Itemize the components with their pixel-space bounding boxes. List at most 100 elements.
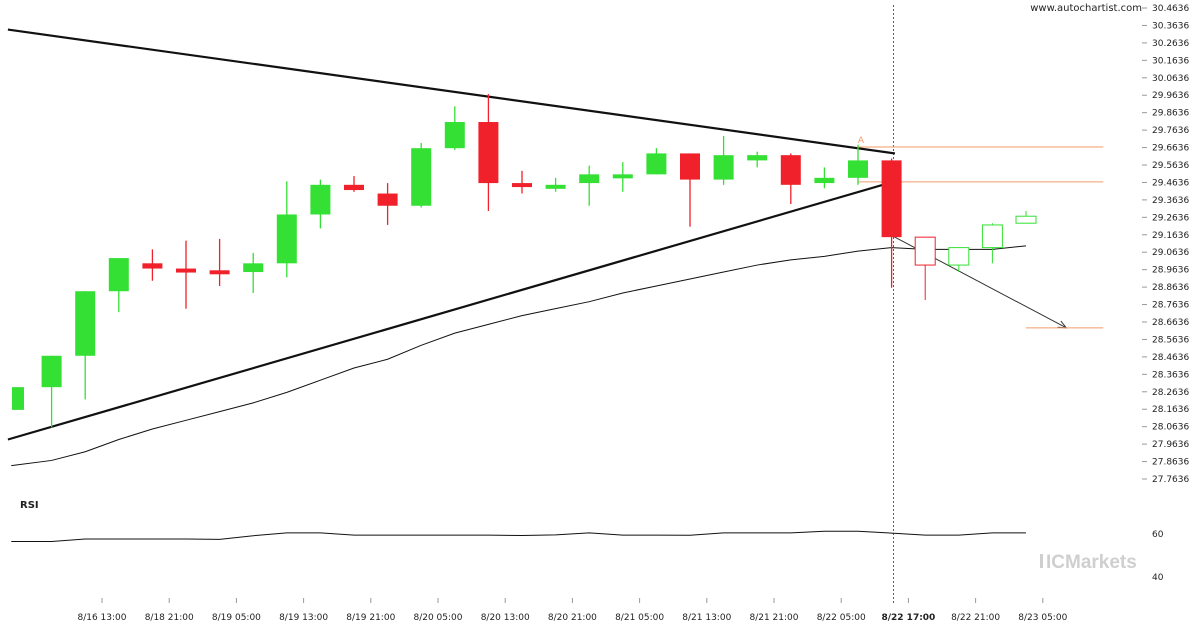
candle: [444, 106, 465, 150]
candle: [41, 355, 62, 428]
candle-body: [881, 160, 902, 238]
candle-body: [914, 236, 936, 266]
price-tick-label: 29.0636: [1152, 248, 1189, 258]
candle-body: [646, 153, 667, 175]
time-tick-label: 8/23 05:00: [1018, 613, 1067, 623]
candle-body: [948, 247, 970, 266]
candle: [981, 223, 1003, 264]
pattern-lines: [7, 28, 1068, 441]
candle-body: [142, 263, 163, 269]
candle: [713, 135, 734, 185]
site-watermark: www.autochartist.com: [1030, 3, 1142, 14]
pattern-upper-line: [7, 28, 896, 155]
candle-body: [176, 268, 196, 273]
candle: [579, 165, 600, 206]
price-tick-label: 30.4636: [1152, 4, 1189, 14]
candle: [209, 238, 230, 286]
brand-logo: ICMarkets: [1040, 552, 1137, 573]
candle-body: [209, 270, 230, 275]
candle-body: [747, 155, 768, 161]
candle-body: [545, 184, 566, 189]
candle-body: [310, 184, 331, 215]
candle: [680, 153, 700, 227]
candle-body: [411, 148, 432, 206]
price-tick-label: 29.9636: [1152, 91, 1189, 101]
time-tick-label: 8/19 13:00: [279, 613, 328, 623]
price-tick-label: 30.3636: [1152, 21, 1189, 31]
price-tick-label: 29.4636: [1152, 178, 1189, 188]
rsi-tick-label: 60: [1152, 530, 1164, 540]
price-tick-label: 28.9636: [1152, 266, 1189, 276]
candle: [814, 167, 835, 189]
candle: [75, 291, 96, 400]
candle: [1015, 210, 1037, 224]
time-tick-label: 8/21 21:00: [749, 613, 798, 623]
candle: [176, 240, 196, 309]
price-tick-label: 28.6636: [1152, 318, 1189, 328]
candle: [12, 387, 24, 410]
candle-body: [814, 177, 835, 184]
time-tick-label: 8/18 21:00: [145, 613, 194, 623]
candle-body: [780, 155, 801, 185]
candle-body: [12, 387, 24, 410]
candle-body: [377, 193, 398, 206]
brand-logo-mark: [1040, 554, 1043, 568]
price-tick-label: 28.1636: [1152, 405, 1189, 415]
price-tick-label: 28.3636: [1152, 370, 1189, 380]
time-tick-label: 8/19 21:00: [346, 613, 395, 623]
candle-body: [713, 155, 734, 180]
candle: [377, 183, 398, 225]
candle-body: [444, 122, 465, 149]
candle-body: [680, 153, 700, 180]
price-tick-label: 27.9636: [1152, 440, 1189, 450]
candle-body: [848, 160, 868, 178]
candle: [243, 252, 264, 293]
price-tick-label: 28.0636: [1152, 423, 1189, 433]
time-tick-label: 8/19 05:00: [212, 613, 261, 623]
candle-body: [75, 291, 96, 356]
candle-body: [579, 174, 600, 184]
price-tick-label: 29.5636: [1152, 161, 1189, 171]
rsi-polyline: [11, 530, 1026, 543]
ma-line: [11, 245, 1027, 467]
price-tick-label: 28.2636: [1152, 388, 1189, 398]
price-tick-label: 30.2636: [1152, 39, 1189, 49]
price-tick-label: 28.5636: [1152, 335, 1189, 345]
pattern-point-label: A: [858, 136, 865, 146]
candle: [914, 236, 936, 300]
price-tick-label: 28.8636: [1152, 283, 1189, 293]
candle: [848, 144, 868, 185]
candle: [545, 177, 566, 192]
candle: [881, 158, 902, 288]
candle: [512, 170, 532, 194]
brand-logo-text: ICMarkets: [1046, 552, 1137, 573]
candle: [344, 176, 364, 192]
candle-body: [512, 183, 532, 188]
price-tick-label: 29.7636: [1152, 126, 1189, 136]
candle: [612, 162, 633, 192]
candle-body: [981, 224, 1003, 249]
candle-body: [612, 174, 633, 179]
price-axis: 30.4636 30.3636 30.2636 30.1636 30.0636 29.96…: [1142, 4, 1189, 485]
time-tick-label: 8/22 17:00: [881, 613, 935, 623]
price-tick-label: 29.1636: [1152, 231, 1189, 241]
moving-average: [11, 245, 1027, 467]
candle: [310, 179, 331, 229]
candle: [478, 94, 499, 211]
rsi-line: [11, 530, 1026, 543]
candle: [780, 153, 801, 205]
price-tick-label: 29.3636: [1152, 196, 1189, 206]
time-tick-label: 8/21 05:00: [615, 613, 664, 623]
time-tick-label: 8/20 05:00: [413, 613, 462, 623]
time-tick-label: 8/16 13:00: [77, 613, 126, 623]
candle: [108, 258, 129, 313]
price-tick-label: 29.6636: [1152, 144, 1189, 154]
candle-body: [344, 184, 364, 191]
price-tick-label: 28.4636: [1152, 353, 1189, 363]
candle-body: [108, 258, 129, 292]
rsi-label: RSI: [20, 500, 39, 511]
time-tick-label: 8/21 13:00: [682, 613, 731, 623]
candle: [276, 181, 297, 278]
pattern-lower-line: [7, 180, 896, 441]
rsi-tick-label: 40: [1152, 573, 1164, 583]
